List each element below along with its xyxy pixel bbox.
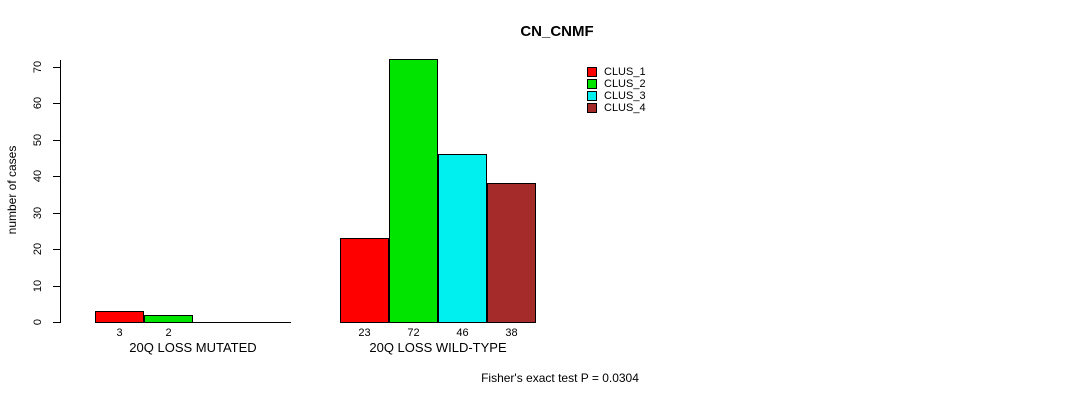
y-tick-label: 70 [32,60,44,74]
y-tick-mark [53,67,60,68]
bar-value-label: 72 [407,327,420,339]
y-axis-label: number of cases [5,145,19,235]
y-tick-mark [53,249,60,250]
bar-value-label: 23 [358,327,371,339]
y-tick-label: 0 [32,318,44,326]
y-tick-label: 20 [32,242,44,256]
y-tick-label: 50 [32,133,44,147]
y-tick-mark [53,103,60,104]
group-baseline [95,322,291,323]
group-label: 20Q LOSS MUTATED [129,340,257,355]
bar-clus_3 [438,154,487,323]
group-label: 20Q LOSS WILD-TYPE [369,340,507,355]
y-axis-line [60,60,61,323]
bar-clus_2 [144,315,193,323]
y-tick-label: 10 [32,279,44,293]
y-tick-mark [53,286,60,287]
bar-clus_1 [95,311,144,323]
bar-value-label: 3 [116,327,123,339]
bar-clus_1 [340,238,389,323]
y-tick-mark [53,213,60,214]
bar-clus_4 [487,183,536,323]
legend-label: CLUS_3 [604,90,646,102]
legend-label: CLUS_1 [604,66,646,78]
legend-swatch-clus_4 [587,103,597,113]
y-tick-mark [53,322,60,323]
annotation-text: Fisher's exact test P = 0.0304 [481,371,639,385]
legend-label: CLUS_4 [604,102,646,114]
legend-swatch-clus_2 [587,79,597,89]
legend-label: CLUS_2 [604,78,646,90]
y-tick-label: 30 [32,206,44,220]
y-tick-label: 60 [32,96,44,110]
legend-swatch-clus_1 [587,67,597,77]
bar-value-label: 2 [165,327,172,339]
bar-value-label: 46 [456,327,469,339]
bar-value-label: 38 [505,327,518,339]
chart-title: CN_CNMF [520,23,594,40]
bar-clus_2 [389,59,438,323]
legend-swatch-clus_3 [587,91,597,101]
y-tick-mark [53,176,60,177]
y-tick-mark [53,140,60,141]
y-tick-label: 40 [32,169,44,183]
